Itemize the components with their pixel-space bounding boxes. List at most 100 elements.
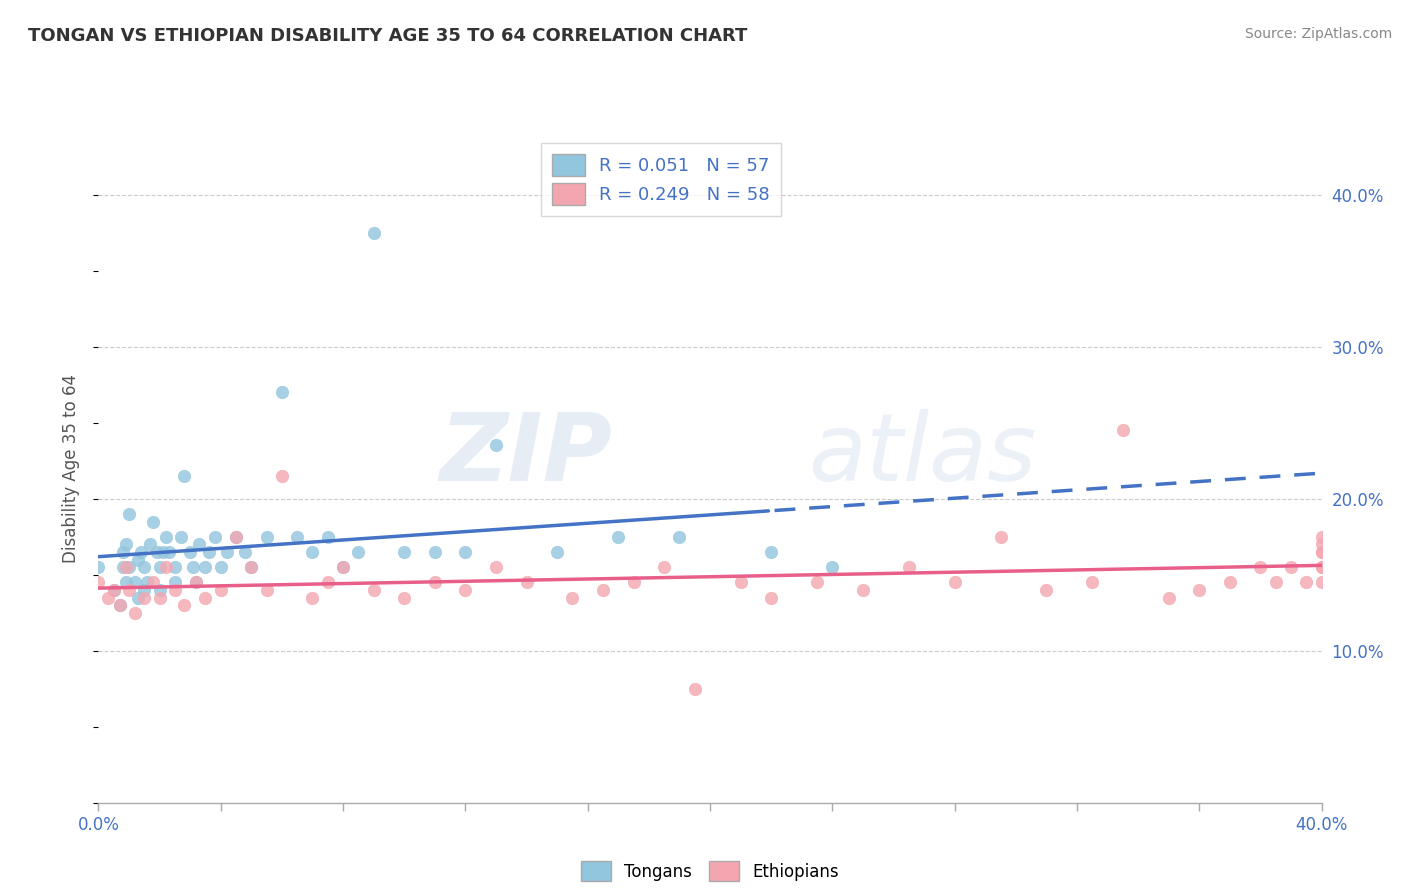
Point [124, 606, 146, 620]
Point [134, 582, 156, 597]
Point [139, 537, 162, 551]
Point [1310, 560, 1333, 574]
Legend: Tongans, Ethiopians: Tongans, Ethiopians [575, 855, 845, 888]
Point [546, 545, 568, 559]
Point [142, 515, 165, 529]
Point [136, 575, 159, 590]
Point [194, 591, 217, 605]
Point [668, 530, 690, 544]
Point [897, 560, 920, 574]
Point [155, 560, 177, 574]
Point [943, 575, 966, 590]
Point [149, 582, 172, 597]
Point [204, 530, 226, 544]
Point [270, 469, 292, 483]
Point [485, 438, 508, 452]
Point [215, 545, 238, 559]
Point [1112, 423, 1135, 437]
Point [163, 575, 186, 590]
Point [103, 582, 125, 597]
Point [103, 582, 125, 597]
Point [197, 545, 219, 559]
Point [347, 545, 370, 559]
Point [1188, 582, 1211, 597]
Point [285, 530, 308, 544]
Point [256, 582, 278, 597]
Point [852, 582, 875, 597]
Y-axis label: Disability Age 35 to 64: Disability Age 35 to 64 [62, 374, 80, 563]
Point [652, 560, 675, 574]
Point [423, 575, 446, 590]
Point [87, 560, 110, 574]
Point [683, 681, 706, 696]
Point [233, 545, 256, 559]
Text: TONGAN VS ETHIOPIAN DISABILITY AGE 35 TO 64 CORRELATION CHART: TONGAN VS ETHIOPIAN DISABILITY AGE 35 TO… [28, 27, 748, 45]
Point [240, 560, 263, 574]
Point [115, 537, 138, 551]
Point [97, 591, 120, 605]
Point [142, 575, 165, 590]
Point [124, 575, 146, 590]
Point [1219, 575, 1241, 590]
Point [1310, 537, 1333, 551]
Point [181, 560, 204, 574]
Point [561, 591, 583, 605]
Point [806, 575, 828, 590]
Point [363, 226, 385, 240]
Point [316, 530, 339, 544]
Point [1310, 545, 1333, 559]
Point [301, 591, 323, 605]
Point [186, 575, 208, 590]
Point [1310, 530, 1333, 544]
Point [623, 575, 645, 590]
Point [1249, 560, 1271, 574]
Point [179, 545, 201, 559]
Point [173, 469, 195, 483]
Point [225, 530, 247, 544]
Point [157, 545, 180, 559]
Point [145, 545, 167, 559]
Point [152, 545, 174, 559]
Point [149, 591, 172, 605]
Point [759, 591, 782, 605]
Point [1279, 560, 1302, 574]
Point [270, 385, 292, 400]
Point [423, 545, 446, 559]
Point [170, 530, 193, 544]
Point [256, 530, 278, 544]
Point [730, 575, 752, 590]
Point [209, 582, 232, 597]
Text: ZIP: ZIP [439, 409, 612, 501]
Point [87, 575, 110, 590]
Point [111, 560, 134, 574]
Point [301, 545, 323, 559]
Point [759, 545, 782, 559]
Point [129, 545, 152, 559]
Point [163, 582, 186, 597]
Point [1081, 575, 1104, 590]
Point [332, 560, 354, 574]
Point [155, 530, 177, 544]
Point [316, 575, 339, 590]
Point [118, 560, 141, 574]
Point [1157, 591, 1180, 605]
Point [332, 560, 354, 574]
Point [454, 582, 477, 597]
Point [115, 575, 138, 590]
Point [108, 598, 131, 612]
Point [134, 560, 156, 574]
Point [821, 560, 844, 574]
Point [225, 530, 247, 544]
Point [108, 598, 131, 612]
Point [1310, 575, 1333, 590]
Point [209, 560, 232, 574]
Text: atlas: atlas [808, 409, 1036, 500]
Point [118, 507, 141, 521]
Point [607, 530, 630, 544]
Point [240, 560, 263, 574]
Point [186, 575, 208, 590]
Point [194, 560, 217, 574]
Point [188, 537, 211, 551]
Point [485, 560, 508, 574]
Point [111, 545, 134, 559]
